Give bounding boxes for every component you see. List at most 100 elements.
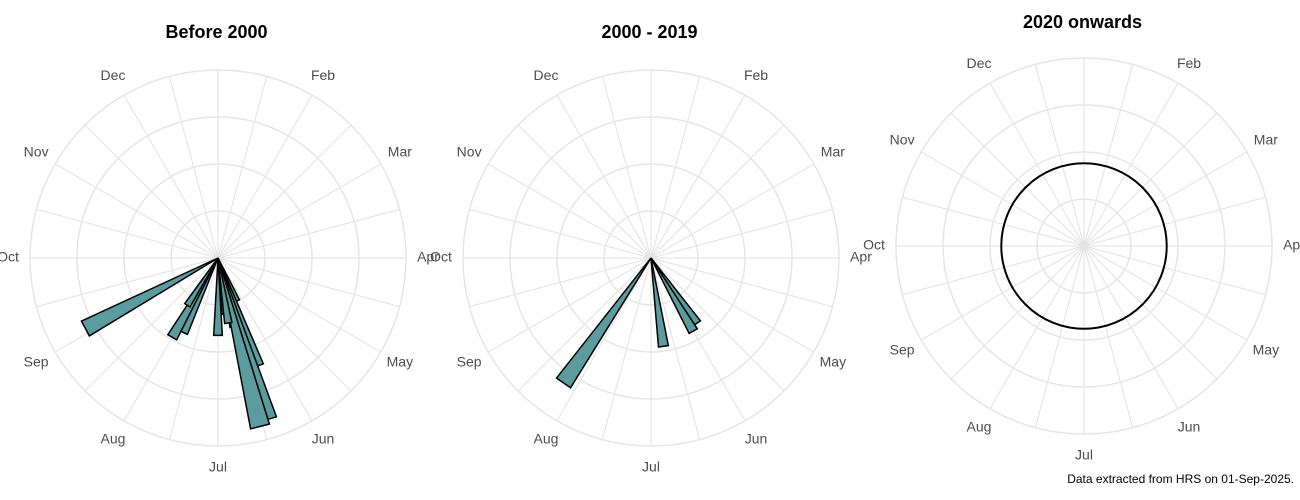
grid-spoke: [469, 208, 652, 259]
grid-spoke: [1083, 245, 1134, 428]
month-label: Apr: [850, 249, 872, 265]
grid-spoke: [168, 257, 219, 440]
month-label: Sep: [890, 342, 915, 358]
month-label: Feb: [311, 67, 335, 83]
grid-spoke: [650, 163, 815, 259]
grid-spoke: [902, 196, 1085, 247]
month-label: May: [1253, 342, 1279, 358]
month-label: Aug: [967, 419, 992, 435]
panel-title: 2020 onwards: [1022, 12, 1143, 32]
month-label: Mar: [1254, 132, 1278, 148]
grid: [29, 69, 407, 447]
grid-spoke: [1083, 112, 1218, 247]
month-label: Jul: [642, 459, 660, 475]
grid-spoke: [1083, 196, 1266, 247]
grid-spoke: [989, 245, 1085, 410]
grid-spoke: [123, 94, 219, 259]
month-label: Jul: [1075, 447, 1093, 463]
grid-spoke: [217, 257, 400, 308]
grid-spoke: [950, 245, 1085, 380]
panel-title: 2000 - 2019: [601, 22, 698, 42]
month-label: Dec: [534, 67, 559, 83]
month-label: Feb: [744, 67, 768, 83]
grid-spoke: [1083, 245, 1218, 380]
grid-spoke: [1083, 245, 1266, 296]
month-label: May: [387, 354, 413, 370]
month-label: Mar: [388, 144, 412, 160]
grid-spoke: [950, 112, 1085, 247]
panel-before-2000: Before 2000 Feb Mar Apr May Jun Jul Aug Sep Oct N…: [0, 0, 439, 500]
polar-chart-2020-onwards: Feb Mar Apr May Jun Jul Aug Sep Oct Nov Dec: [863, 55, 1300, 463]
data-source-caption: Data extracted from HRS on 01-Sep-2025.: [1067, 472, 1294, 486]
month-label: Nov: [890, 132, 915, 148]
panel-2020-onwards: 2020 onwards Feb Mar Apr May Jun Jul Aug Sep Oct…: [863, 0, 1300, 500]
month-label: Nov: [24, 144, 49, 160]
grid-spoke: [217, 163, 382, 259]
polar-chart-2000-2019: Feb Mar Apr May Jun Jul Aug Sep Oct Nov Dec: [430, 67, 872, 475]
zero-ring: [1000, 162, 1168, 330]
grid-spoke: [1083, 245, 1248, 341]
grid-spoke: [217, 208, 400, 259]
grid-spoke: [217, 94, 313, 259]
month-label: Oct: [430, 249, 452, 265]
grid-spoke: [217, 257, 313, 422]
grid-spoke: [650, 76, 701, 259]
grid: [895, 57, 1273, 435]
grid-spoke: [920, 245, 1085, 341]
grid-spoke: [217, 124, 352, 259]
month-label: Jul: [209, 459, 227, 475]
month-label: Jun: [1178, 419, 1201, 435]
grid-spoke: [1083, 151, 1248, 247]
grid-spoke: [168, 76, 219, 259]
bar: [217, 257, 271, 430]
month-label: Jun: [745, 431, 768, 447]
grid-spoke: [902, 245, 1085, 296]
grid-spoke: [84, 124, 219, 259]
bar: [650, 257, 670, 348]
bar: [555, 257, 652, 389]
polar-chart-before-2000: Feb Mar Apr May Jun Jul Aug Sep Oct Nov Dec: [0, 67, 439, 475]
grid-spoke: [36, 208, 219, 259]
month-label: Apr: [417, 249, 439, 265]
bar: [80, 257, 219, 337]
bar: [183, 257, 219, 309]
grid-spoke: [217, 257, 382, 353]
grid-spoke: [1083, 82, 1179, 247]
grid-spoke: [601, 76, 652, 259]
bar: [650, 257, 699, 335]
grid-spoke: [487, 257, 652, 353]
panel-2000-2019: 2000 - 2019 Feb Mar Apr May Jun Jul Aug Sep Oct N…: [430, 0, 872, 500]
grid-spoke: [1083, 245, 1179, 410]
grid-spoke: [650, 257, 701, 440]
month-label: Dec: [101, 67, 126, 83]
grid-spoke: [650, 94, 746, 259]
grid-spoke: [487, 163, 652, 259]
grid-spoke: [54, 163, 219, 259]
month-label: Nov: [457, 144, 482, 160]
grid-spoke: [84, 257, 219, 392]
grid-spoke: [556, 257, 652, 422]
grid-spoke: [1034, 64, 1085, 247]
grid-spoke: [469, 257, 652, 308]
month-label: Sep: [24, 354, 49, 370]
month-label: Oct: [0, 249, 19, 265]
grid-spoke: [650, 208, 833, 259]
month-label: May: [820, 354, 846, 370]
month-label: Aug: [534, 431, 559, 447]
grid-spoke: [36, 257, 219, 308]
bar: [217, 257, 233, 325]
grid-spoke: [650, 124, 785, 259]
month-label: Jun: [312, 431, 335, 447]
month-label: Dec: [967, 55, 992, 71]
grid-spoke: [650, 257, 785, 392]
month-label: Sep: [457, 354, 482, 370]
grid-spoke: [217, 76, 268, 259]
bar: [212, 257, 224, 337]
panel-title: Before 2000: [165, 22, 268, 42]
month-label: Aug: [101, 431, 126, 447]
grid-spoke: [601, 257, 652, 440]
grid-spoke: [556, 94, 652, 259]
grid: [462, 69, 840, 447]
grid-spoke: [989, 82, 1085, 247]
month-label: Mar: [821, 144, 845, 160]
